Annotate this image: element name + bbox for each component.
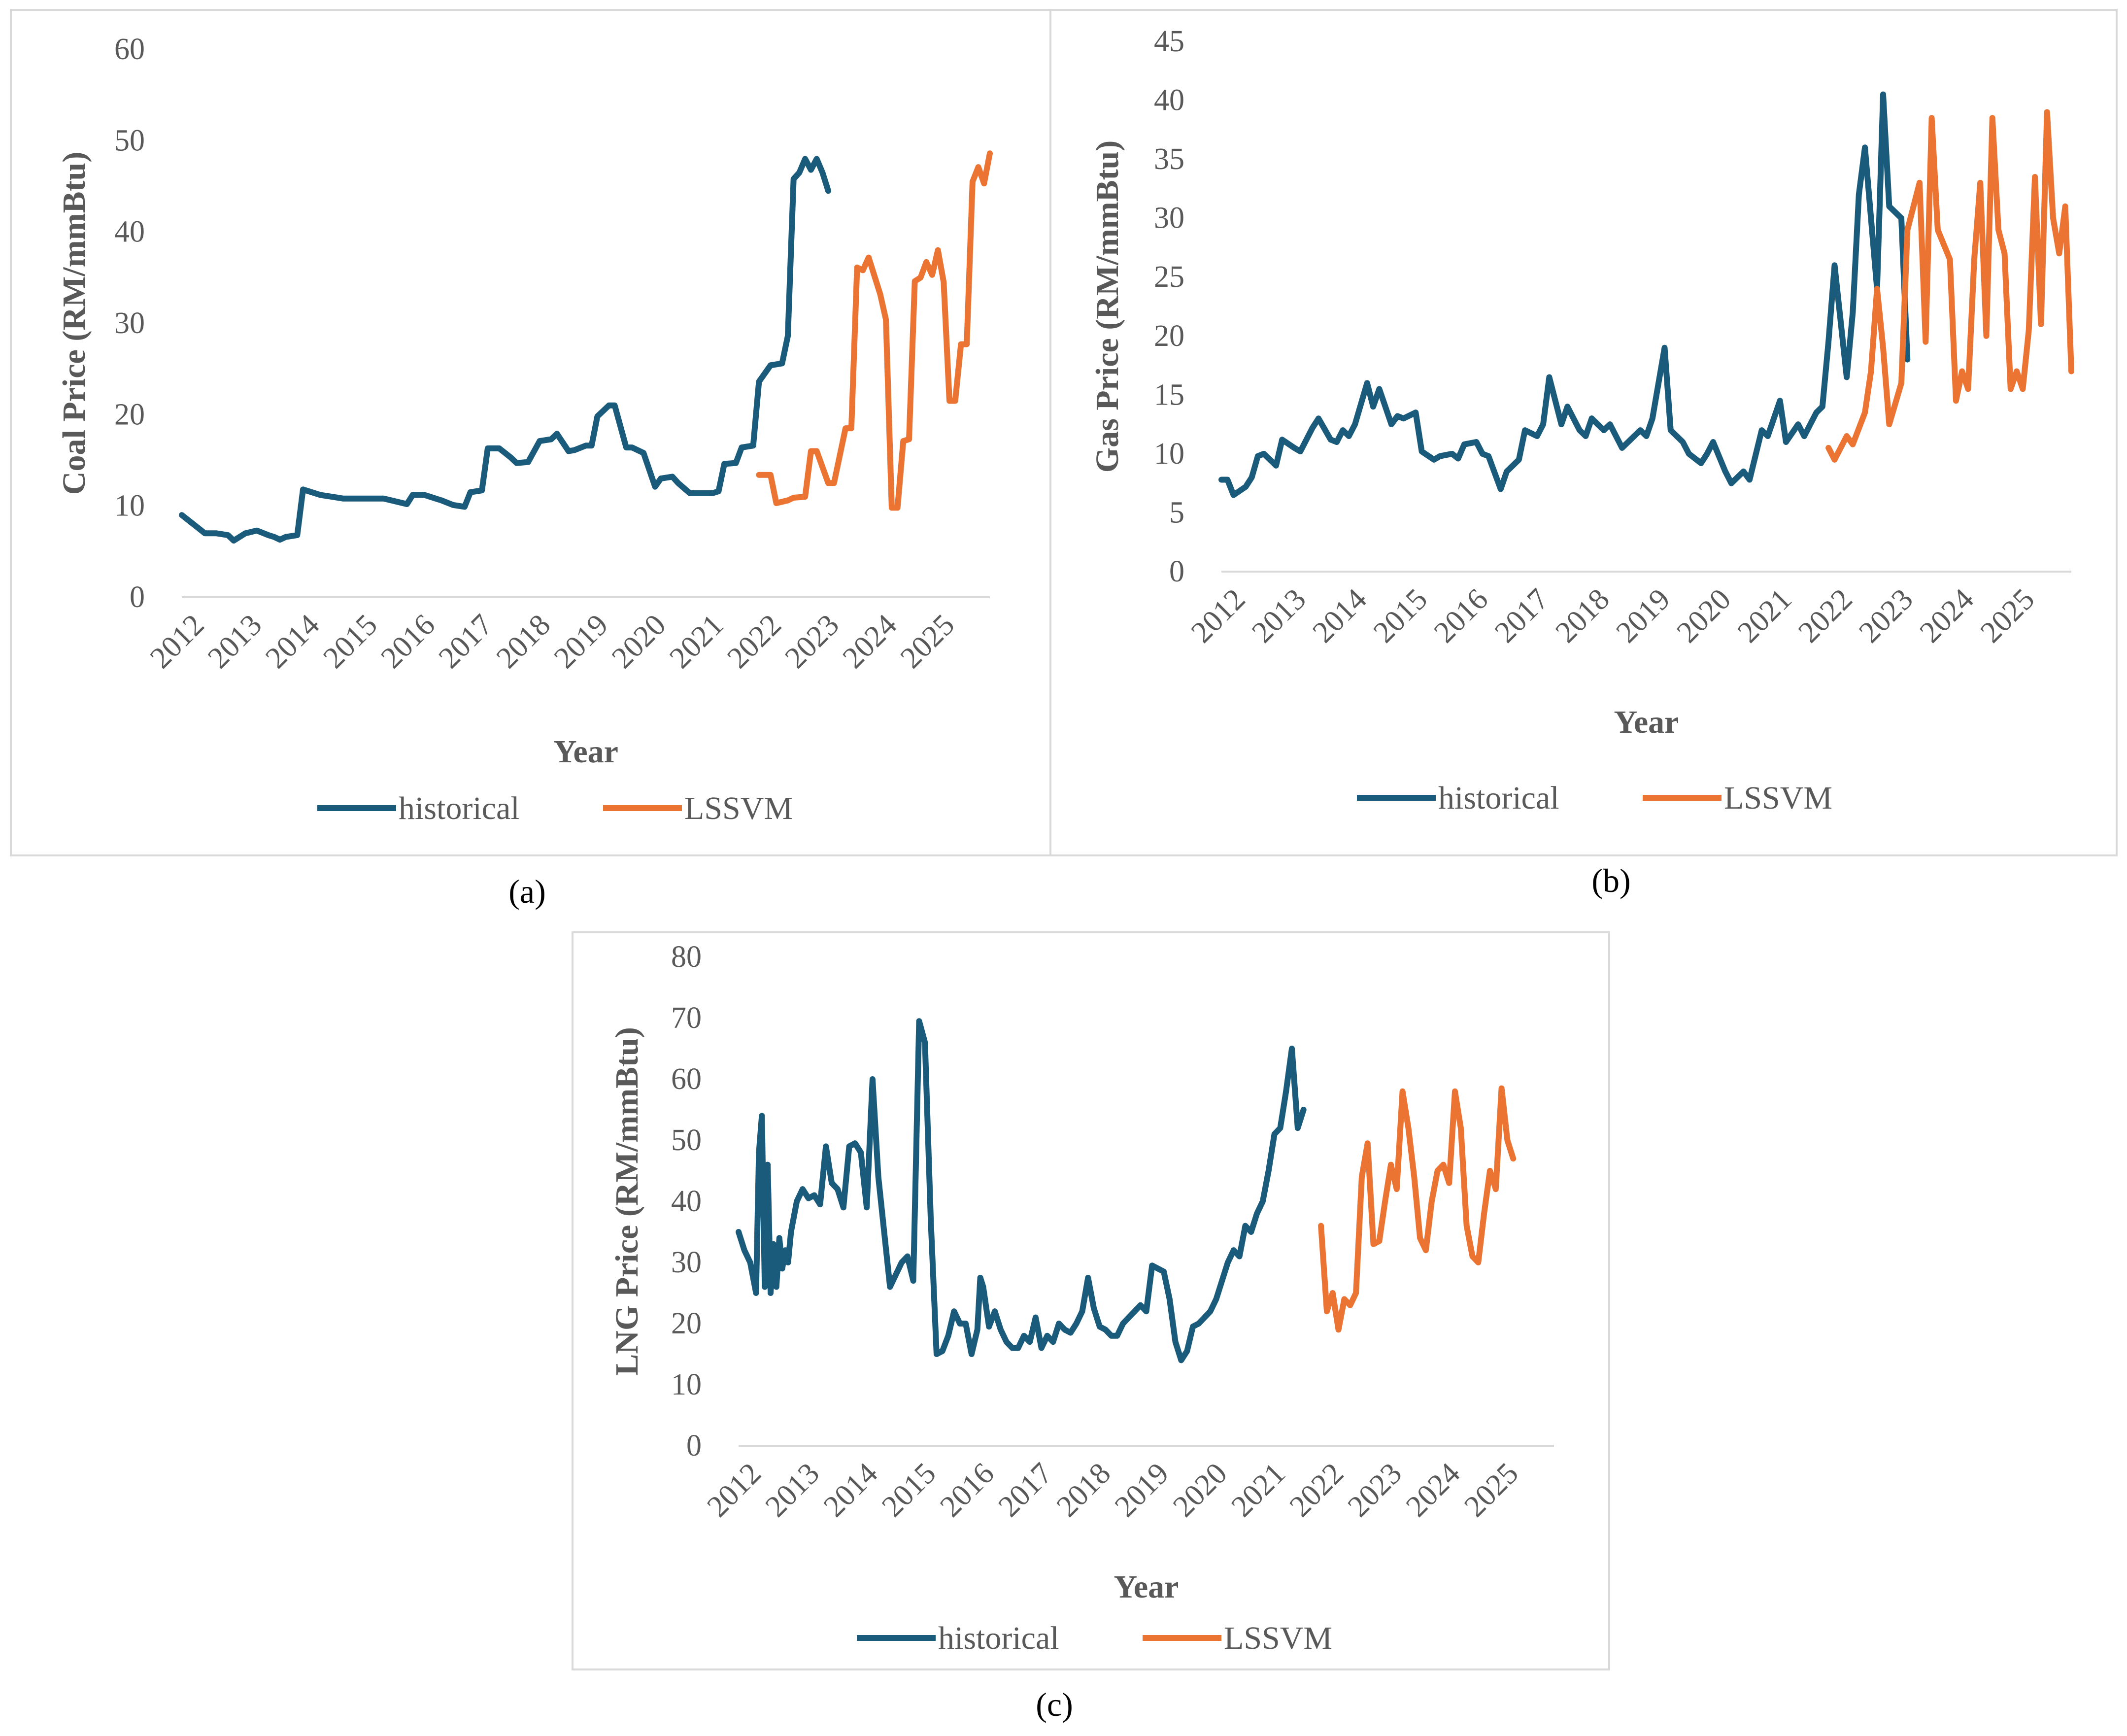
x-tick-label: 2024 [1400, 1457, 1467, 1524]
y-tick-label: 15 [1154, 378, 1184, 411]
y-tick-label: 30 [114, 306, 145, 340]
y-axis-title: LNG Price (RM/mmBtu) [609, 1027, 645, 1375]
y-tick-label: 25 [1154, 260, 1184, 294]
y-tick-label: 60 [114, 33, 145, 66]
x-tick-label: 2016 [374, 608, 441, 675]
legend-label: historical [399, 790, 520, 826]
chart-panel-a: 0 10 20 30 40 50 60 2012 2013 2014 2015 2016 2017 201… [10, 9, 1051, 856]
x-tick-label: 2017 [1488, 582, 1555, 649]
x-tick-label: 2017 [432, 608, 499, 675]
chart-c: 0102030405060708020122013201420152016201… [609, 940, 1554, 1656]
y-tick-label: 0 [686, 1429, 702, 1463]
chart-panel-c: 0 10 20 30 40 50 60 70 80 2012 2013 2014 2015 2016 201… [572, 931, 1610, 1670]
y-tick-label: 10 [1154, 437, 1184, 471]
y-tick-label: 35 [1154, 142, 1184, 176]
legend-label: historical [938, 1620, 1059, 1656]
series-line-historical [736, 1018, 1307, 1363]
y-tick-label: 20 [1154, 319, 1184, 353]
series-line-historical [179, 156, 831, 544]
y-axis-title: Gas Price (RM/mmBtu) [1089, 140, 1125, 473]
x-tick-label: 2014 [817, 1457, 884, 1524]
y-tick-label: 60 [671, 1062, 702, 1096]
x-tick-label: 2021 [663, 608, 730, 675]
x-tick-label: 2020 [1670, 582, 1737, 649]
x-tick-label: 2019 [1109, 1457, 1176, 1524]
x-axis-title: Year [1614, 704, 1679, 740]
x-tick-label: 2014 [259, 608, 326, 675]
y-tick-label: 50 [671, 1123, 702, 1157]
x-tick-label: 2023 [1853, 582, 1920, 649]
x-tick-label: 2024 [1913, 582, 1980, 649]
x-tick-label: 2019 [548, 608, 615, 675]
legend-label: historical [1438, 780, 1559, 816]
x-tick-label: 2018 [1549, 582, 1616, 649]
chart-b: 0510152025303540452012201320142015201620… [1089, 25, 2074, 816]
x-tick-label: 2021 [1731, 582, 1798, 649]
y-axis-title: Coal Price (RM/mmBtu) [56, 152, 92, 495]
legend-label: LSSVM [1724, 780, 1832, 816]
caption-a: (a) [508, 873, 546, 910]
y-tick-label: 80 [671, 940, 702, 974]
x-tick-label: 2016 [1428, 582, 1495, 649]
x-tick-label: 2022 [1792, 582, 1859, 649]
x-tick-label: 2013 [759, 1457, 826, 1524]
x-tick-label: 2020 [606, 608, 673, 675]
x-tick-label: 2012 [144, 608, 211, 675]
y-tick-label: 0 [130, 580, 145, 614]
y-tick-label: 0 [1169, 555, 1184, 588]
y-tick-label: 30 [1154, 202, 1184, 235]
legend-label: LSSVM [684, 790, 793, 826]
series-line-lssvm [1318, 1085, 1517, 1333]
y-tick-label: 40 [671, 1185, 702, 1218]
x-tick-label: 2013 [202, 608, 269, 675]
y-tick-label: 10 [114, 489, 145, 523]
x-tick-label: 2012 [1185, 582, 1252, 649]
x-tick-label: 2025 [894, 608, 961, 675]
x-tick-label: 2015 [317, 608, 384, 675]
chart-panel-b: 0 5 10 15 20 25 30 35 40 45 2012 2013 2014 2015 2016 20… [1049, 9, 2118, 856]
x-tick-label: 2025 [1974, 582, 2041, 649]
legend-label: LSSVM [1224, 1620, 1332, 1656]
x-tick-label: 2018 [490, 608, 557, 675]
x-tick-label: 2015 [1367, 582, 1434, 649]
y-tick-label: 30 [671, 1246, 702, 1279]
x-tick-label: 2016 [934, 1457, 1001, 1524]
x-tick-label: 2019 [1610, 582, 1677, 649]
x-tick-label: 2023 [778, 608, 845, 675]
x-tick-label: 2022 [1283, 1457, 1350, 1524]
x-tick-label: 2021 [1225, 1457, 1292, 1524]
x-tick-label: 2022 [721, 608, 788, 675]
chart-a: 0102030405060201220132014201520162017201… [56, 33, 993, 826]
x-axis-title: Year [1114, 1569, 1179, 1605]
x-tick-label: 2015 [876, 1457, 943, 1524]
caption-b: (b) [1591, 862, 1631, 899]
caption-c: (c) [1036, 1686, 1073, 1723]
x-tick-label: 2017 [992, 1457, 1059, 1524]
x-tick-label: 2023 [1342, 1457, 1409, 1524]
x-tick-label: 2012 [701, 1457, 768, 1524]
y-tick-label: 40 [114, 215, 145, 249]
y-tick-label: 10 [671, 1368, 702, 1401]
x-tick-label: 2014 [1306, 582, 1373, 649]
series-line-lssvm [756, 150, 993, 511]
y-tick-label: 70 [671, 1001, 702, 1035]
series-line-historical [1218, 91, 1911, 498]
y-tick-label: 40 [1154, 84, 1184, 117]
y-tick-label: 20 [114, 398, 145, 431]
x-tick-label: 2024 [836, 608, 903, 675]
y-tick-label: 20 [671, 1307, 702, 1340]
x-tick-label: 2018 [1050, 1457, 1117, 1524]
x-tick-label: 2025 [1458, 1457, 1525, 1524]
y-tick-label: 50 [114, 124, 145, 157]
x-tick-label: 2013 [1246, 582, 1313, 649]
series-line-lssvm [1825, 109, 2074, 463]
x-axis-title: Year [553, 734, 618, 770]
x-tick-label: 2020 [1167, 1457, 1234, 1524]
y-tick-label: 45 [1154, 25, 1184, 58]
y-tick-label: 5 [1169, 496, 1184, 529]
